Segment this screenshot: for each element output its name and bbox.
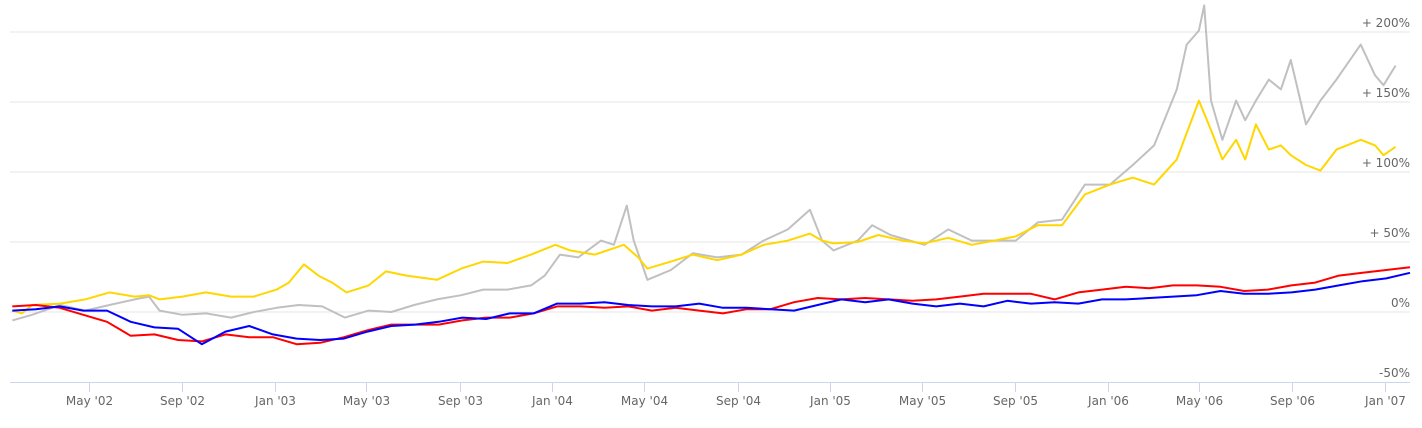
x-tick-label: Jan '05 [809, 394, 851, 408]
x-tick-label: May '06 [1176, 394, 1223, 408]
x-tick-label: Jan '04 [531, 394, 573, 408]
series-line-3[interactable] [12, 266, 1411, 346]
x-tick-label: Jan '07 [1364, 394, 1406, 408]
y-tick-label: + 50% [1369, 226, 1410, 240]
x-tick-label: Sep '04 [716, 394, 761, 408]
y-axis-labels: -50% 0% + 50% + 100% + 150% + 200% [1362, 16, 1410, 380]
x-tick-label: Jan '03 [254, 394, 296, 408]
x-tick-label: Sep '03 [438, 394, 483, 408]
x-tick-label: Sep '06 [1270, 394, 1315, 408]
x-tick-label: May '03 [343, 394, 390, 408]
gridlines [10, 31, 1410, 313]
x-tick-label: Jan '06 [1087, 394, 1129, 408]
x-tick-label: May '04 [621, 394, 668, 408]
x-tick-label: May '05 [899, 394, 946, 408]
y-tick-label: + 150% [1362, 86, 1410, 100]
y-tick-label: -50% [1379, 366, 1410, 380]
x-tick-label: Sep '02 [160, 394, 205, 408]
series-lines [12, 4, 1411, 346]
series-line-2[interactable] [12, 99, 1397, 315]
y-tick-label: + 100% [1362, 156, 1410, 170]
series-line-1[interactable] [12, 4, 1397, 322]
x-axis: May '02 Sep '02 Jan '03 May '03 Sep '03 Jan '… [10, 382, 1410, 408]
series-line-4[interactable] [12, 271, 1411, 346]
x-tick-label: May '02 [66, 394, 113, 408]
y-tick-label: 0% [1391, 296, 1410, 310]
x-tick-label: Sep '05 [993, 394, 1038, 408]
y-tick-label: + 200% [1362, 16, 1410, 30]
